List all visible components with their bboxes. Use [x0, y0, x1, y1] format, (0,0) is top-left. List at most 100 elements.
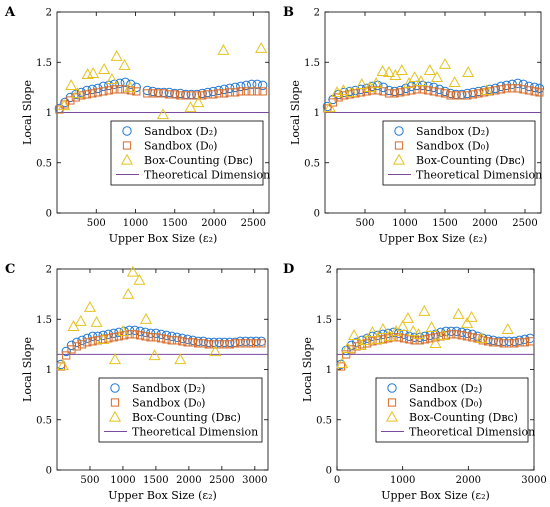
point-sandbox_d0	[178, 337, 187, 346]
point-sandbox_d0	[88, 337, 97, 346]
point-box_counting	[370, 77, 383, 89]
point-sandbox_d2	[209, 337, 219, 348]
point-sandbox_d0	[489, 338, 498, 347]
point-box_counting	[174, 353, 187, 365]
point-sandbox_d2	[524, 81, 534, 92]
point-sandbox_d2	[514, 335, 525, 346]
point-sandbox_d0	[135, 331, 145, 340]
x-axis-label: Upper Box Size (ε₂)	[381, 489, 490, 502]
point-sandbox_d0	[83, 338, 92, 347]
y-tick-label: 1.5	[304, 58, 320, 69]
x-tick-label: 3000	[521, 475, 546, 486]
point-sandbox_d0	[183, 338, 192, 347]
point-sandbox_d2	[208, 86, 218, 97]
point-sandbox_d0	[435, 88, 444, 97]
legend-swatch-sandbox_d0	[122, 141, 132, 150]
point-sandbox_d0	[192, 91, 201, 100]
point-sandbox_d2	[520, 334, 530, 345]
point-box_counting	[122, 287, 135, 299]
legend-label-theoretical: Theoretical Dimension	[416, 169, 542, 182]
point-sandbox_d2	[93, 83, 103, 94]
point-sandbox_d0	[515, 338, 524, 347]
point-sandbox_d0	[491, 86, 500, 95]
point-sandbox_d2	[485, 84, 495, 95]
y-axis-label: Local Slope	[289, 80, 302, 145]
point-sandbox_d0	[176, 91, 185, 100]
y-tick-label: 0.5	[36, 415, 52, 426]
point-box_counting	[448, 76, 461, 88]
legend-label-sandbox_d0: Sandbox (D₀)	[144, 140, 217, 153]
point-sandbox_d2	[445, 88, 456, 99]
point-sandbox_d0	[236, 339, 245, 348]
point-sandbox_d0	[167, 336, 176, 345]
point-sandbox_d0	[519, 85, 528, 94]
point-sandbox_d0	[154, 89, 163, 98]
point-sandbox_d2	[251, 336, 261, 347]
point-sandbox_d2	[82, 333, 93, 344]
point-sandbox_d0	[215, 340, 224, 349]
point-sandbox_d2	[529, 82, 540, 93]
point-box_counting	[98, 63, 111, 74]
legend-label-theoretical: Theoretical Dimension	[409, 426, 535, 439]
point-sandbox_d0	[194, 339, 203, 348]
point-box_counting	[65, 79, 78, 91]
x-tick-label: 1000	[110, 475, 135, 486]
point-box_counting	[87, 67, 100, 78]
point-sandbox_d2	[72, 337, 82, 348]
legend: Sandbox (D₂) Sandbox (D₀)Box-Counting (Dʙ…	[98, 377, 263, 443]
point-sandbox_d2	[60, 97, 70, 108]
point-sandbox_d0	[121, 85, 130, 94]
point-box_counting	[437, 329, 450, 340]
point-box_counting	[355, 78, 368, 90]
point-sandbox_d2	[76, 87, 87, 98]
point-sandbox_d2	[198, 336, 209, 347]
x-tick-label: 2000	[201, 218, 226, 229]
legend-label-sandbox_d2: Sandbox (D₂)	[132, 382, 205, 395]
y-tick-label: 1	[46, 365, 52, 376]
y-tick-label: 1.5	[36, 315, 52, 326]
point-box_counting	[363, 81, 376, 93]
point-sandbox_d0	[230, 339, 240, 348]
x-axis-label: Upper Box Size (ε₂)	[109, 232, 218, 245]
point-sandbox_d2	[82, 85, 92, 96]
point-sandbox_d0	[390, 89, 399, 98]
point-box_counting	[336, 357, 349, 369]
point-box_counting	[407, 325, 420, 336]
x-tick-label: 1000	[390, 475, 415, 486]
legend-label-sandbox_d2: Sandbox (D₂)	[416, 125, 489, 138]
point-sandbox_d0	[496, 85, 506, 94]
point-box_counting	[430, 71, 444, 82]
point-box_counting	[217, 43, 230, 55]
point-box_counting	[126, 265, 139, 277]
point-box_counting	[396, 320, 409, 331]
point-sandbox_d0	[513, 84, 522, 93]
point-sandbox_d0	[220, 340, 229, 349]
x-tick-label: 1500	[143, 475, 168, 486]
point-box_counting	[58, 99, 71, 111]
x-tick-label: 0	[334, 475, 340, 486]
x-tick-label: 2000	[456, 475, 481, 486]
point-sandbox_d0	[384, 89, 394, 98]
legend-label-sandbox_d2: Sandbox (D₂)	[409, 382, 482, 395]
point-sandbox_d0	[463, 91, 472, 100]
point-box_counting	[366, 326, 379, 337]
point-sandbox_d2	[161, 330, 172, 341]
point-sandbox_d0	[148, 89, 157, 98]
point-sandbox_d0	[77, 340, 87, 349]
point-sandbox_d0	[198, 91, 207, 100]
legend-swatch-box_counting	[120, 153, 134, 165]
y-tick-label: 0.5	[304, 158, 320, 169]
point-sandbox_d0	[125, 330, 134, 339]
point-sandbox_d0	[342, 350, 351, 359]
panel-label: C	[5, 262, 15, 277]
point-sandbox_d2	[462, 88, 473, 99]
point-sandbox_d0	[525, 337, 535, 346]
point-box_counting	[423, 64, 436, 75]
point-sandbox_d2	[214, 337, 224, 348]
point-box_counting	[429, 337, 442, 349]
legend-label-box_counting: Box-Counting (Dʙᴄ)	[409, 411, 518, 424]
y-axis-label: Local Slope	[21, 337, 34, 402]
